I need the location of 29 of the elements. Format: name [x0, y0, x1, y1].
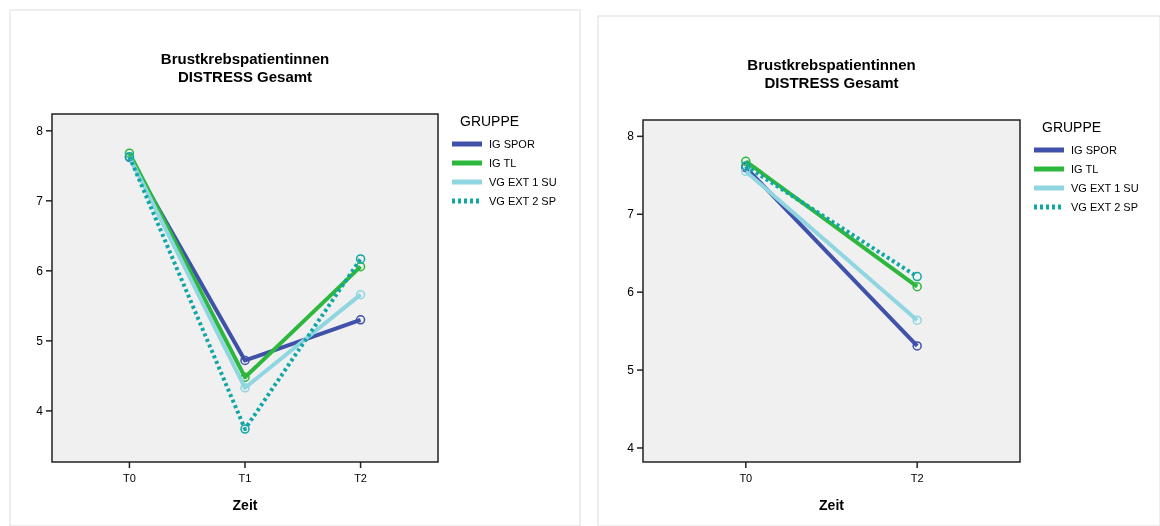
y-tick-label: 7: [36, 193, 44, 208]
y-tick-label: 6: [627, 285, 635, 300]
x-axis-title: Zeit: [819, 497, 845, 513]
y-tick-label: 8: [627, 129, 635, 144]
legend-label: VG EXT 2 SP: [489, 195, 557, 207]
y-tick-label: 4: [36, 403, 44, 418]
legend-label: IG SPOR: [489, 138, 535, 150]
x-tick-label: T0: [123, 472, 136, 484]
y-tick-label: 5: [627, 363, 635, 378]
chart-title: Brustkrebspatientinnen DISTRESS Gesamt: [160, 50, 330, 85]
legend-label: IG TL: [1071, 163, 1099, 175]
y-tick-label: 4: [627, 440, 635, 455]
x-tick-label: T2: [910, 472, 924, 484]
y-tick-label: 6: [36, 263, 44, 278]
y-tick-label: 5: [36, 333, 44, 348]
x-tick-label: T1: [238, 472, 252, 484]
x-axis-title: Zeit: [232, 497, 258, 513]
x-tick-label: T0: [739, 472, 753, 484]
legend-title: GRUPPE: [1042, 119, 1102, 135]
legend-label: VG EXT 2 SP: [1071, 201, 1139, 213]
legend-label: IG SPOR: [1071, 144, 1117, 156]
legend-label: VG EXT 1 SU: [1071, 182, 1139, 194]
legend-label: IG TL: [489, 157, 517, 169]
y-tick-label: 8: [36, 123, 44, 138]
y-tick-label: 7: [627, 207, 635, 222]
chart-title: Brustkrebspatientinnen DISTRESS Gesamt: [747, 56, 916, 91]
x-tick-label: T2: [354, 472, 367, 484]
legend-title: GRUPPE: [460, 113, 520, 129]
legend-label: VG EXT 1 SU: [489, 176, 557, 188]
